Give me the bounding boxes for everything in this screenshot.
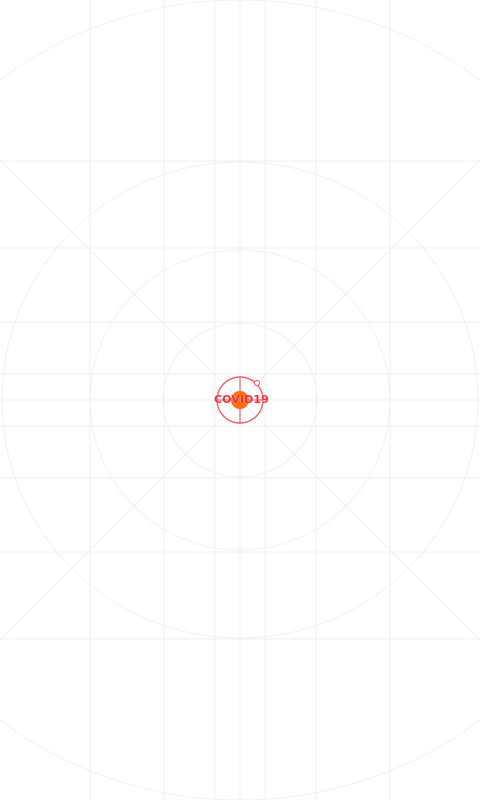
guide-circle-medium xyxy=(89,249,391,551)
app-label: COVID19 xyxy=(214,393,269,406)
covid19-app-shortcut[interactable]: COVID19 xyxy=(214,375,269,425)
guide-circle-large xyxy=(1,161,479,639)
target-crosshair-icon xyxy=(216,376,264,424)
guide-circle-small xyxy=(162,322,318,478)
